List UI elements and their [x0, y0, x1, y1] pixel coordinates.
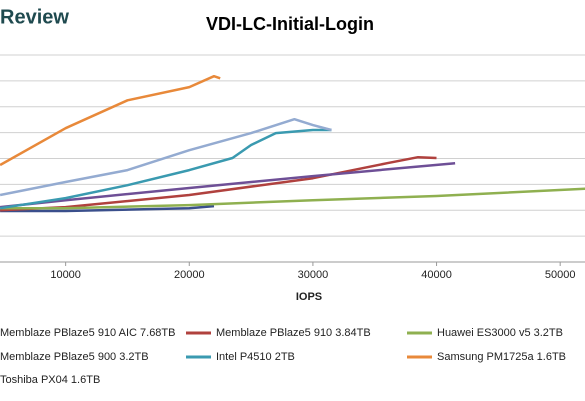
legend-label: Huawei ES3000 v5 3.2TB [437, 327, 563, 339]
series-line [0, 187, 585, 210]
series-line [0, 117, 332, 197]
legend-label: Toshiba PX04 1.6TB [0, 374, 100, 386]
x-tick-label: 10000 [50, 269, 81, 281]
series-line [0, 74, 221, 167]
legend-label: Memblaze PBlaze5 910 AIC 7.68TB [0, 327, 175, 339]
series-line [0, 155, 437, 212]
series-line [0, 161, 456, 209]
x-tick-label: 30000 [298, 269, 329, 281]
brand: Review [0, 6, 69, 28]
series-line [0, 128, 332, 210]
legend-label: Memblaze PBlaze5 900 3.2TB [0, 351, 149, 363]
legend-label: Samsung PM1725a 1.6TB [437, 351, 566, 363]
legend-label: Intel P4510 2TB [216, 351, 295, 363]
series-line [0, 204, 215, 213]
x-axis-title: IOPS [296, 291, 322, 303]
x-tick-label: 20000 [174, 269, 205, 281]
x-tick-label: 50000 [545, 269, 576, 281]
x-tick-label: 40000 [421, 269, 452, 281]
legend-label: Memblaze PBlaze5 910 3.84TB [216, 327, 371, 339]
chart-title: VDI-LC-Initial-Login [206, 14, 374, 34]
